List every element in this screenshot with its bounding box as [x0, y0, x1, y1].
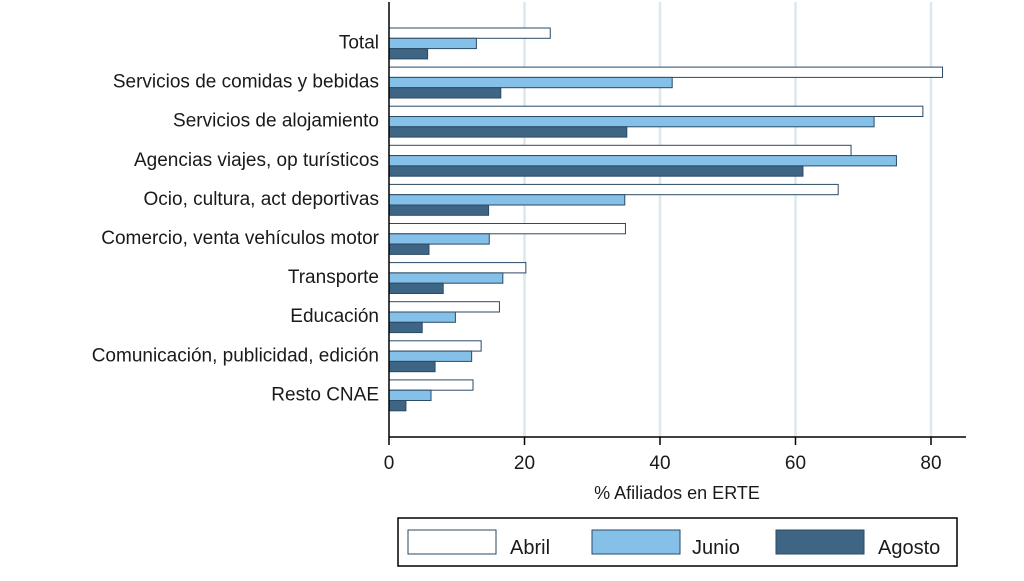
bar-agosto: [388, 126, 628, 138]
category-label: Transporte: [288, 267, 379, 288]
bar-junio: [388, 350, 473, 362]
bar-junio: [388, 233, 490, 245]
legend-label-junio: Junio: [692, 537, 740, 559]
bar-abril: [388, 301, 500, 313]
category-label: Comunicación, publicidad, edición: [92, 345, 379, 366]
bar-abril: [388, 340, 482, 352]
category-label: Resto CNAE: [271, 384, 379, 405]
bar-agosto: [388, 204, 490, 216]
category-label: Agencias viajes, op turísticos: [134, 150, 379, 171]
bar-abril: [388, 262, 527, 274]
legend-swatch-agosto: [775, 529, 865, 555]
bar-abril: [388, 105, 924, 117]
bar-abril: [388, 27, 551, 39]
bar-junio: [388, 389, 432, 402]
bar-junio: [388, 76, 673, 89]
category-label: Educación: [290, 306, 379, 327]
bar-agosto: [388, 282, 444, 295]
category-label: Servicios de alojamiento: [173, 111, 379, 132]
category-label: Ocio, cultura, act deportivas: [144, 189, 380, 210]
x-tick-label: 80: [920, 453, 941, 474]
bar-agosto: [388, 87, 502, 99]
legend-label-agosto: Agosto: [878, 537, 940, 559]
bar-junio: [388, 311, 456, 323]
bar-agosto: [388, 360, 436, 373]
category-labels: Total Servicios de comidas y bebidas Servi…: [92, 32, 380, 405]
bar-junio: [388, 155, 897, 167]
x-tick-label: 0: [384, 453, 395, 474]
bar-junio: [388, 194, 626, 206]
category-label: Servicios de comidas y bebidas: [113, 72, 379, 93]
x-tick-label: 40: [649, 453, 670, 474]
bar-abril: [388, 144, 852, 157]
bar-junio: [388, 272, 504, 284]
x-tick-label: 20: [514, 453, 535, 474]
x-tick-label: 60: [785, 453, 806, 474]
bar-abril: [388, 223, 626, 235]
bars: [388, 27, 944, 412]
bar-junio: [388, 37, 477, 50]
legend-swatch-abril: [407, 529, 497, 555]
bar-abril: [388, 379, 474, 391]
bar-agosto: [388, 165, 804, 177]
legend: Abril Junio Agosto: [397, 517, 958, 567]
category-label: Comercio, venta vehículos motor: [101, 228, 379, 249]
bar-junio: [388, 116, 875, 128]
bar-agosto: [388, 243, 430, 255]
bar-agosto: [388, 400, 407, 412]
bar-agosto: [388, 321, 423, 334]
x-axis-ticks: 0 20 40 60 80: [384, 437, 942, 474]
category-label: Total: [339, 32, 379, 53]
legend-label-abril: Abril: [510, 537, 550, 559]
bar-abril: [388, 183, 839, 196]
bar-agosto: [388, 48, 429, 60]
axes: [388, 2, 966, 438]
bar-abril: [388, 66, 944, 78]
x-axis-title: % Afiliados en ERTE: [594, 483, 760, 503]
legend-swatch-junio: [591, 529, 681, 555]
